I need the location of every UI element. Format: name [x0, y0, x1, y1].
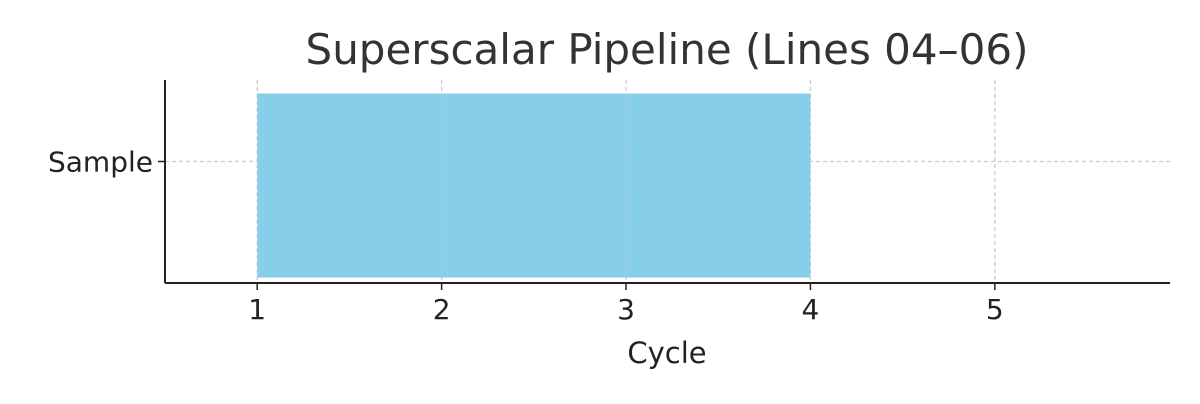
- bar: [257, 93, 811, 278]
- chart-title: Superscalar Pipeline (Lines 04–06): [306, 25, 1029, 74]
- y-tick-label: Sample: [48, 146, 153, 179]
- x-tick-label: 3: [617, 293, 635, 326]
- x-tick-label: 2: [433, 293, 451, 326]
- tick-layer: 1 2 3 4 5 Sample: [48, 146, 1004, 327]
- x-tick-label: 5: [986, 293, 1004, 326]
- x-axis-label: Cycle: [627, 336, 706, 370]
- x-tick-label: 4: [801, 293, 819, 326]
- axis-layer: [164, 80, 1170, 284]
- bar-layer: [257, 93, 811, 278]
- x-tick-label: 1: [248, 293, 266, 326]
